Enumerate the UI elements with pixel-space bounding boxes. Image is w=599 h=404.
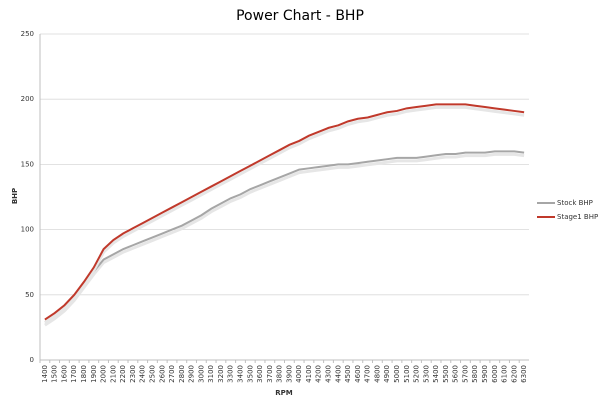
x-tick-label: 2700 bbox=[168, 365, 176, 383]
x-tick-label: 2900 bbox=[188, 365, 196, 383]
x-tick-label: 4900 bbox=[383, 365, 391, 383]
x-tick-label: 5400 bbox=[432, 365, 440, 383]
y-tick-label: 100 bbox=[21, 226, 34, 234]
x-tick-label: 6100 bbox=[501, 365, 509, 383]
x-tick-label: 1900 bbox=[90, 365, 98, 383]
x-tick-label: 6300 bbox=[520, 365, 528, 383]
series-line bbox=[44, 150, 525, 324]
x-axis-title: RPM bbox=[275, 389, 293, 397]
x-tick-label: 4300 bbox=[325, 365, 333, 383]
x-tick-label: 2800 bbox=[178, 365, 186, 383]
x-tick-label: 5800 bbox=[471, 365, 479, 383]
x-tick-label: 5200 bbox=[413, 365, 421, 383]
x-tick-label: 4400 bbox=[334, 365, 342, 383]
x-tick-label: 1600 bbox=[60, 365, 68, 383]
x-tick-label: 3400 bbox=[236, 365, 244, 383]
x-tick-label: 1700 bbox=[70, 365, 78, 383]
x-tick-label: 1400 bbox=[41, 365, 49, 383]
x-tick-label: 4000 bbox=[295, 365, 303, 383]
y-tick-label: 200 bbox=[21, 95, 34, 103]
line-shadow bbox=[44, 105, 525, 324]
x-tick-label: 3500 bbox=[246, 365, 254, 383]
x-tick-label: 3700 bbox=[266, 365, 274, 383]
x-tick-label: 3300 bbox=[227, 365, 235, 383]
y-axis-title: BHP bbox=[11, 188, 19, 204]
x-tick-label: 2000 bbox=[100, 365, 108, 383]
x-tick-label: 6000 bbox=[491, 365, 499, 383]
line-shadow bbox=[44, 152, 525, 327]
y-tick-label: 250 bbox=[21, 30, 34, 38]
x-tick-label: 2100 bbox=[109, 365, 117, 383]
x-tick-label: 2600 bbox=[158, 365, 166, 383]
x-tick-label: 5900 bbox=[481, 365, 489, 383]
x-tick-label: 4800 bbox=[373, 365, 381, 383]
series-line bbox=[44, 103, 525, 321]
x-tick-label: 2500 bbox=[148, 365, 156, 383]
x-tick-label: 5000 bbox=[393, 365, 401, 383]
x-tick-label: 5700 bbox=[461, 365, 469, 383]
x-tick-label: 4500 bbox=[344, 365, 352, 383]
x-tick-label: 5300 bbox=[422, 365, 430, 383]
x-tick-label: 4100 bbox=[305, 365, 313, 383]
x-tick-label: 1800 bbox=[80, 365, 88, 383]
x-tick-label: 2400 bbox=[139, 365, 147, 383]
x-tick-label: 3200 bbox=[217, 365, 225, 383]
x-tick-label: 3100 bbox=[207, 365, 215, 383]
x-tick-label: 6200 bbox=[510, 365, 518, 383]
x-tick-label: 2200 bbox=[119, 365, 127, 383]
y-tick-label: 50 bbox=[25, 291, 34, 299]
x-tick-label: 5100 bbox=[403, 365, 411, 383]
x-tick-label: 1500 bbox=[51, 365, 59, 383]
y-tick-label: 0 bbox=[30, 356, 34, 364]
x-tick-label: 2300 bbox=[129, 365, 137, 383]
chart-title: Power Chart - BHP bbox=[236, 8, 364, 24]
legend-label: Stage1 BHP bbox=[557, 213, 598, 221]
legend-label: Stock BHP bbox=[557, 199, 593, 207]
x-tick-label: 3600 bbox=[256, 365, 264, 383]
x-tick-label: 4700 bbox=[364, 365, 372, 383]
x-tick-label: 5600 bbox=[452, 365, 460, 383]
x-tick-label: 3900 bbox=[285, 365, 293, 383]
x-tick-label: 3800 bbox=[276, 365, 284, 383]
x-tick-label: 4600 bbox=[354, 365, 362, 383]
x-tick-label: 4200 bbox=[315, 365, 323, 383]
x-tick-label: 5500 bbox=[442, 365, 450, 383]
x-tick-label: 3000 bbox=[197, 365, 205, 383]
y-tick-label: 150 bbox=[21, 160, 34, 168]
